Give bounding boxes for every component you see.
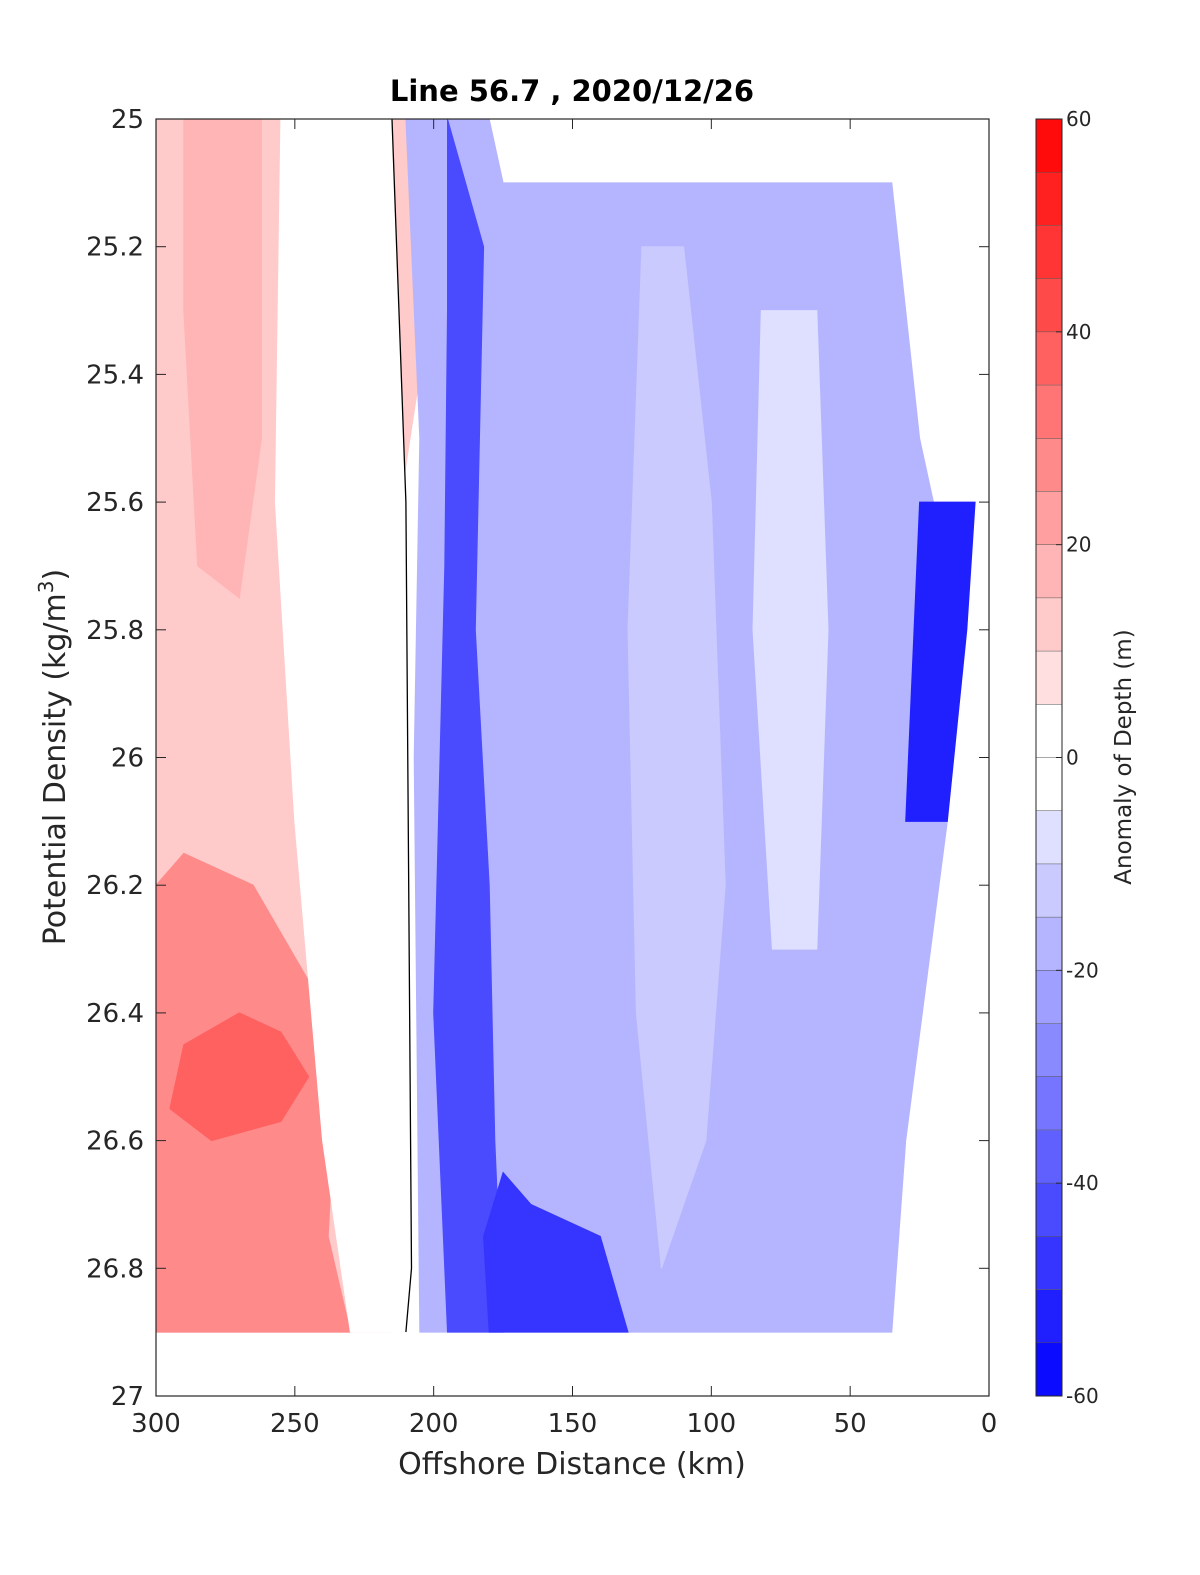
colorbar-segment xyxy=(1035,1342,1063,1397)
contour-region-max-core-upper xyxy=(183,119,262,599)
x-tick-label: 0 xyxy=(981,1409,998,1439)
colorbar-tick-label: -40 xyxy=(1066,1171,1099,1195)
y-axis-title: Potential Density (kg/m3) xyxy=(34,569,73,945)
colorbar-segment xyxy=(1035,1129,1063,1184)
contour-region-deep-strong xyxy=(483,1171,629,1333)
y-tick-label: 25.8 xyxy=(86,616,144,646)
colorbar-segment xyxy=(1035,1289,1063,1344)
colorbar-segment xyxy=(1035,172,1063,227)
colorbar-segment xyxy=(1035,331,1063,386)
colorbar-tick-label: -20 xyxy=(1066,958,1099,982)
colorbar-segment xyxy=(1035,650,1063,705)
y-tick-label: 26.4 xyxy=(86,999,144,1029)
colorbar-segment xyxy=(1035,118,1063,173)
x-tick-label: 50 xyxy=(834,1409,867,1439)
contour-region-coast-edge xyxy=(905,501,976,822)
colorbar-segment xyxy=(1035,597,1063,652)
colorbar-segment xyxy=(1035,810,1063,865)
y-tick-label: 26 xyxy=(111,744,144,774)
contour-region-max-core-peak xyxy=(169,1012,310,1142)
x-tick-label: 250 xyxy=(270,1409,320,1439)
colorbar-segment xyxy=(1035,278,1063,333)
colorbar-label: Anomaly of Depth (m) xyxy=(1111,629,1137,884)
colorbar-tick-label: 20 xyxy=(1066,533,1091,557)
colorbar-segment xyxy=(1035,225,1063,280)
colorbar-segment xyxy=(1035,491,1063,546)
colorbar: 60 40 20 0 -20 -40 -60 xyxy=(1035,107,1099,1408)
x-axis: 300 250 200 150 100 50 0 xyxy=(131,119,997,1439)
y-tick-label: 25.4 xyxy=(86,360,144,390)
x-tick-label: 300 xyxy=(131,1409,181,1439)
colorbar-segment xyxy=(1035,970,1063,1025)
colorbar-segment xyxy=(1035,384,1063,439)
x-axis-title: Offshore Distance (km) xyxy=(398,1447,746,1482)
colorbar-tick-label: 40 xyxy=(1066,320,1091,344)
colorbar-segment xyxy=(1035,1076,1063,1131)
chart-title: Line 56.7 , 2020/12/26 xyxy=(390,74,754,108)
colorbar-tick-label: 60 xyxy=(1066,107,1091,131)
zero-contour-line xyxy=(391,119,413,1333)
y-axis: 25 25.2 25.4 25.6 25.8 26 26.2 26.4 26.6 26.8 27 xyxy=(86,105,989,1412)
colorbar-segment xyxy=(1035,704,1063,759)
y-tick-label: 25.6 xyxy=(86,488,144,518)
colorbar-segment xyxy=(1035,757,1063,812)
y-tick-label: 27 xyxy=(111,1382,144,1412)
colorbar-segment xyxy=(1035,863,1063,918)
y-tick-label: 25 xyxy=(111,105,144,135)
y-tick-label: 25.2 xyxy=(86,233,144,263)
colorbar-segment xyxy=(1035,1183,1063,1238)
contour-region-light-core-east xyxy=(752,310,829,950)
y-tick-label: 26.2 xyxy=(86,871,144,901)
colorbar-segment xyxy=(1035,1023,1063,1078)
colorbar-tick-label: -60 xyxy=(1066,1384,1099,1408)
contour-region-light-core-mid xyxy=(627,246,726,1269)
x-tick-label: 150 xyxy=(548,1409,598,1439)
plot-area xyxy=(156,119,976,1333)
y-tick-label: 26.6 xyxy=(86,1127,144,1157)
x-tick-label: 200 xyxy=(409,1409,459,1439)
colorbar-segment xyxy=(1035,544,1063,599)
colorbar-tick-label: 0 xyxy=(1066,746,1079,770)
colorbar-segment xyxy=(1035,916,1063,971)
y-tick-label: 26.8 xyxy=(86,1254,144,1284)
colorbar-segment xyxy=(1035,1236,1063,1291)
colorbar-segment xyxy=(1035,438,1063,493)
x-tick-label: 100 xyxy=(687,1409,737,1439)
